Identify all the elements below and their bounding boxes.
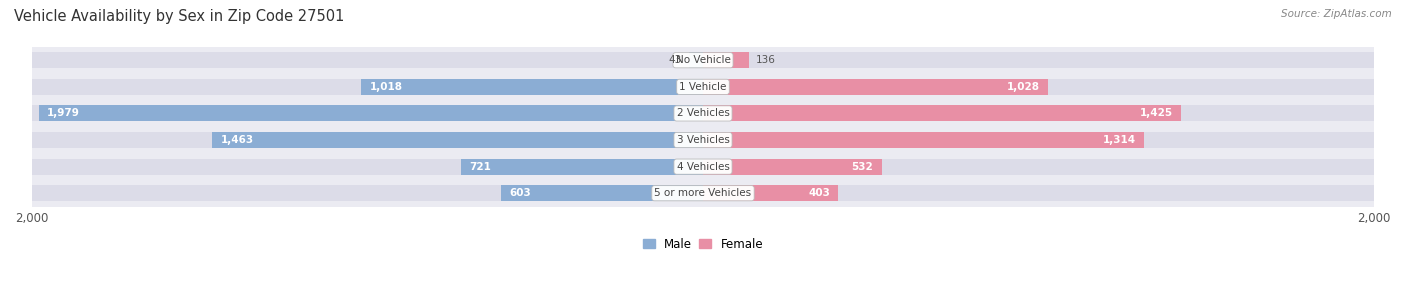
- Bar: [703, 106, 1181, 121]
- Bar: [703, 185, 1374, 201]
- Bar: [32, 106, 703, 121]
- Text: Source: ZipAtlas.com: Source: ZipAtlas.com: [1281, 9, 1392, 19]
- Bar: [32, 153, 1374, 180]
- Bar: [703, 52, 748, 68]
- Bar: [361, 79, 703, 95]
- Bar: [461, 159, 703, 175]
- Text: 1,979: 1,979: [48, 108, 80, 118]
- Bar: [703, 52, 1374, 68]
- Legend: Male, Female: Male, Female: [643, 238, 763, 251]
- Bar: [32, 159, 703, 175]
- Text: 1,018: 1,018: [370, 82, 402, 92]
- Text: Vehicle Availability by Sex in Zip Code 27501: Vehicle Availability by Sex in Zip Code …: [14, 9, 344, 24]
- Bar: [32, 100, 1374, 127]
- Bar: [212, 132, 703, 148]
- Bar: [501, 185, 703, 201]
- Text: 721: 721: [470, 162, 491, 172]
- Text: 43: 43: [669, 55, 682, 65]
- Text: 136: 136: [755, 55, 775, 65]
- Bar: [32, 52, 703, 68]
- Text: 2 Vehicles: 2 Vehicles: [676, 108, 730, 118]
- Bar: [703, 159, 1374, 175]
- Text: 4 Vehicles: 4 Vehicles: [676, 162, 730, 172]
- Bar: [703, 159, 882, 175]
- Bar: [703, 79, 1047, 95]
- Bar: [703, 185, 838, 201]
- Bar: [32, 185, 703, 201]
- Bar: [32, 180, 1374, 207]
- Text: 1,314: 1,314: [1102, 135, 1136, 145]
- Text: 403: 403: [808, 188, 830, 198]
- Text: 3 Vehicles: 3 Vehicles: [676, 135, 730, 145]
- Bar: [32, 127, 1374, 153]
- Bar: [32, 73, 1374, 100]
- Bar: [689, 52, 703, 68]
- Bar: [32, 47, 1374, 73]
- Text: 603: 603: [509, 188, 530, 198]
- Text: 1,463: 1,463: [221, 135, 253, 145]
- Bar: [39, 106, 703, 121]
- Bar: [703, 132, 1144, 148]
- Bar: [703, 132, 1374, 148]
- Bar: [32, 132, 703, 148]
- Text: 1,028: 1,028: [1007, 82, 1039, 92]
- Text: No Vehicle: No Vehicle: [675, 55, 731, 65]
- Bar: [32, 79, 703, 95]
- Text: 1 Vehicle: 1 Vehicle: [679, 82, 727, 92]
- Text: 5 or more Vehicles: 5 or more Vehicles: [654, 188, 752, 198]
- Bar: [703, 79, 1374, 95]
- Bar: [703, 106, 1374, 121]
- Text: 532: 532: [852, 162, 873, 172]
- Text: 1,425: 1,425: [1140, 108, 1173, 118]
